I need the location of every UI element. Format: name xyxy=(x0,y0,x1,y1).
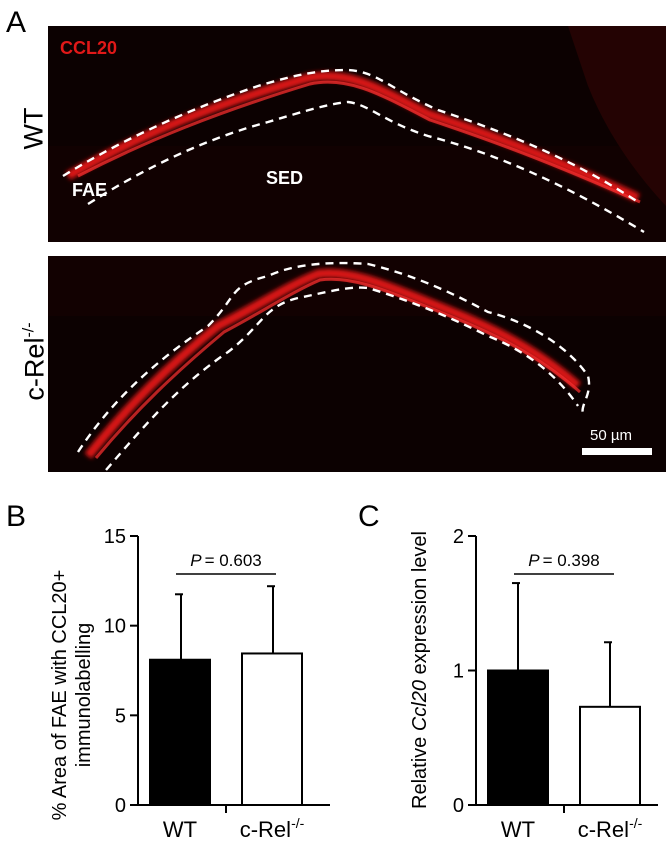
chart-b-bar-1 xyxy=(241,652,303,806)
chart-b-ytick-label-3: 15 xyxy=(104,526,126,548)
chart-b-categories: WT c-Rel-/- xyxy=(163,815,305,841)
chart-c-annotation: P = 0.398 xyxy=(514,551,614,575)
chart-c-bar-0 xyxy=(487,669,549,806)
chart-c-xlabel-1: c-Rel-/- xyxy=(578,815,643,841)
chart-c-categories: WT c-Rel-/- xyxy=(501,815,643,841)
panel-letter-c: C xyxy=(358,500,380,533)
chart-b-xlabel-0: WT xyxy=(163,817,197,841)
chart-b-ytick-label-1: 5 xyxy=(115,705,126,727)
chart-c-annotation-text: P = 0.398 xyxy=(528,551,600,570)
panel-letter-b: B xyxy=(6,500,27,533)
row-label-ko-text: c-Rel xyxy=(19,337,50,401)
micrograph-wt-boundary-lower xyxy=(87,100,645,234)
micrograph-ko-boundary-lower xyxy=(105,286,579,471)
micrograph-ko-stain-band xyxy=(84,268,581,459)
chart-b: % Area of FAE with CCL20+ immunolabellin… xyxy=(49,526,330,841)
chart-c-ytick-label-0: 0 xyxy=(453,795,464,817)
row-label-ko-sup: -/- xyxy=(20,322,38,338)
micrograph-ko-image: 50 µm xyxy=(48,256,666,472)
chart-c-annotation-p: P xyxy=(528,551,540,570)
micrograph-ko-tissue-top xyxy=(48,256,666,316)
chart-c-ytick-label-2: 2 xyxy=(453,526,464,548)
chart-b-ytick-label-0: 0 xyxy=(115,795,126,817)
region-sed-label: SED xyxy=(266,168,303,188)
row-label-wt: WT xyxy=(18,107,49,150)
micrograph-ko-stain-line xyxy=(94,277,581,459)
row-label-ko: c-Rel-/- xyxy=(20,317,51,407)
chart-b-bars xyxy=(149,585,303,806)
chart-c-bars xyxy=(487,582,641,806)
chart-c-annotation-value: = 0.398 xyxy=(543,551,600,570)
chart-b-ytick-label-2: 10 xyxy=(104,616,126,638)
micrograph-wt-stain-band xyxy=(65,71,640,203)
chart-c-ylabel-post: expression level xyxy=(409,531,431,680)
chart-c: Relative Ccl20 expression level 0 1 2 P = 0… xyxy=(409,526,658,841)
micrograph-wt-right-tissue xyxy=(568,26,666,206)
chart-c-ytick-label-1: 1 xyxy=(453,661,464,683)
chart-b-annotation-value: = 0.603 xyxy=(205,551,262,570)
chart-b-bar-0 xyxy=(149,658,211,806)
chart-b-xlabel-1: c-Rel-/- xyxy=(240,815,305,841)
chart-c-bar-1 xyxy=(579,705,641,806)
chart-c-xlabel-0: WT xyxy=(501,817,535,841)
chart-b-annotation: P = 0.603 xyxy=(176,551,276,575)
chart-c-ylabel-gene: Ccl20 xyxy=(409,680,431,731)
micrograph-wt-image: CCL20 FAE SED xyxy=(48,26,666,242)
micrograph-wt-tissue xyxy=(48,146,666,242)
region-fae-label: FAE xyxy=(72,180,107,200)
scale-bar xyxy=(582,448,652,455)
chart-c-ylabel-pre: Relative xyxy=(409,731,431,809)
chart-b-ylabel-2: immunolabelling xyxy=(73,623,95,768)
stain-label: CCL20 xyxy=(60,38,117,58)
chart-b-annotation-p: P xyxy=(190,551,202,570)
chart-b-annotation-text: P = 0.603 xyxy=(190,551,262,570)
micrograph-wt-stain-line xyxy=(77,80,641,204)
chart-b-ylabel-1: % Area of FAE with CCL20+ xyxy=(49,570,71,821)
micrograph-wt: CCL20 FAE SED xyxy=(48,26,666,242)
panel-letter-a: A xyxy=(6,6,27,39)
micrograph-ko-boundary-upper xyxy=(76,261,591,453)
scale-bar-label: 50 µm xyxy=(590,427,632,444)
micrograph-ko: 50 µm xyxy=(48,256,666,472)
micrograph-wt-boundary-upper xyxy=(62,68,639,204)
chart-c-ylabel: Relative Ccl20 expression level xyxy=(409,531,431,809)
